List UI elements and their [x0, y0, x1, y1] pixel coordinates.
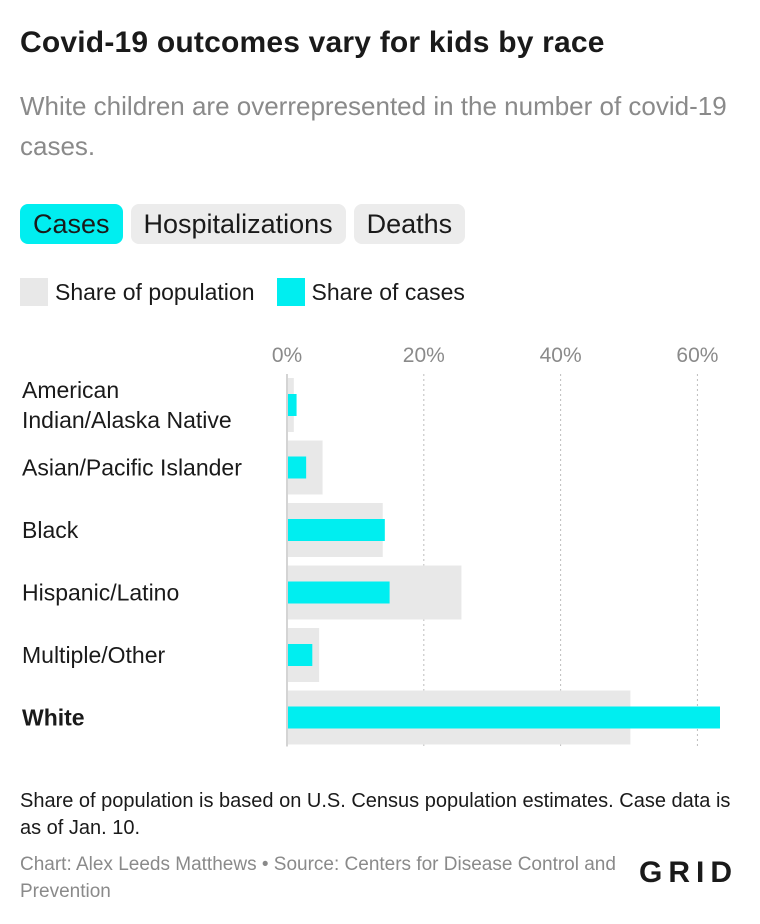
chart-subtitle: White children are overrepresented in th…: [20, 91, 727, 161]
x-tick-label: 0%: [272, 344, 302, 367]
cases-bar: [287, 644, 313, 666]
legend-item-population: Share of population: [20, 278, 255, 306]
tab-deaths[interactable]: Deaths: [353, 204, 466, 244]
grid-logo: GRID: [639, 856, 738, 889]
category-label: Black: [22, 517, 79, 543]
x-tick-label: 20%: [403, 344, 445, 367]
tab-hospitalizations[interactable]: Hospitalizations: [130, 204, 346, 244]
metric-tabs: Cases Hospitalizations Deaths: [20, 204, 466, 244]
cases-bar: [287, 394, 297, 416]
cases-bar: [287, 581, 390, 604]
chart-credit: Chart: Alex Leeds Matthews • Source: Cen…: [20, 854, 616, 902]
category-label: White: [22, 705, 85, 731]
legend-swatch-population: [20, 278, 48, 306]
chart-legend: Share of population Share of cases: [20, 278, 487, 306]
tab-cases[interactable]: Cases: [20, 204, 123, 244]
category-label: Hispanic/Latino: [22, 580, 179, 606]
category-label: Multiple/Other: [22, 642, 166, 668]
legend-swatch-cases: [276, 278, 305, 306]
chart-title: Covid-19 outcomes vary for kids by race: [20, 26, 605, 59]
x-tick-label: 60%: [676, 344, 718, 367]
legend-item-cases: Share of cases: [276, 278, 465, 306]
legend-label-cases: Share of cases: [311, 278, 465, 305]
bar-chart: 0% 20% 40% 60% American Indian/Alaska Native A…: [22, 344, 720, 747]
cases-bar: [287, 706, 720, 729]
legend-label-population: Share of population: [55, 278, 255, 305]
cases-bar: [287, 519, 385, 541]
category-label: Asian/Pacific Islander: [22, 455, 242, 481]
chart-note: Share of population is based on U.S. Cen…: [20, 790, 731, 839]
category-label: American Indian/Alaska Native: [22, 377, 232, 433]
x-tick-label: 40%: [540, 344, 582, 367]
cases-bar: [287, 456, 307, 479]
